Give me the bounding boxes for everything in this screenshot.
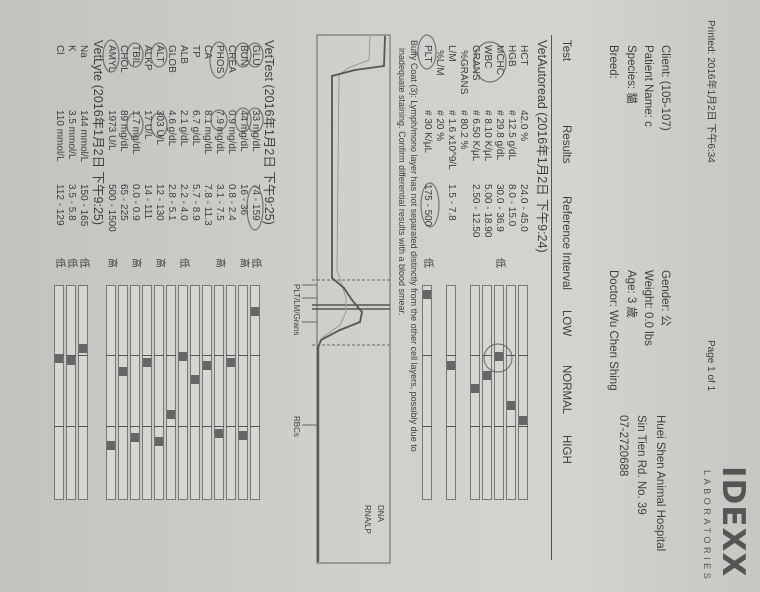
histogram-curve-dna	[317, 35, 386, 562]
histogram-legend-dna: DNA	[376, 505, 385, 522]
histogram-legend-rna: RNA/LP	[363, 505, 372, 534]
histogram-frame	[316, 34, 391, 564]
histogram-label-rbc: RBCs	[292, 416, 301, 437]
histogram-label-plt: PLT/LM/Grans	[292, 284, 301, 336]
handwritten-circles	[102, 34, 513, 373]
histogram-curve-rna	[318, 35, 371, 562]
histogram-ticks	[302, 284, 317, 426]
